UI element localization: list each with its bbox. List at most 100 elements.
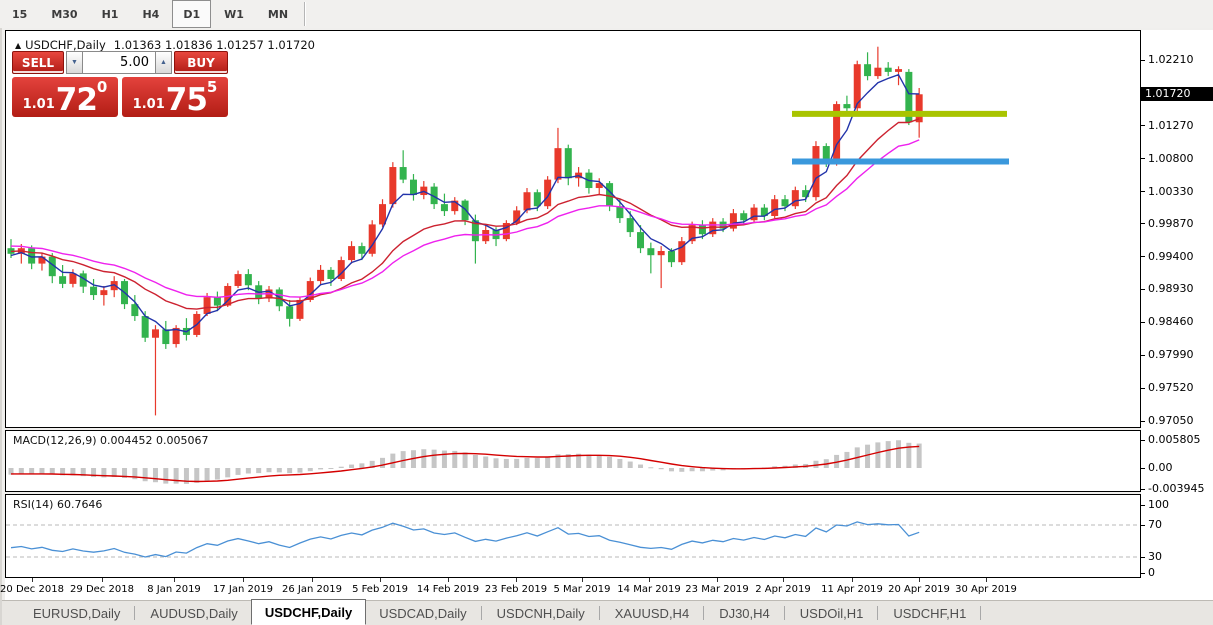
rsi-tickmark (1141, 524, 1145, 526)
tab-usdoil-h1[interactable]: USDOil,H1 (787, 601, 877, 625)
macd-histogram-bar (503, 458, 509, 468)
candle-body (554, 148, 562, 180)
timeframe-button-d1[interactable]: D1 (172, 0, 212, 28)
candle-body (771, 199, 779, 217)
candle-body (688, 225, 696, 242)
rsi-tick-label: 30 (1148, 550, 1162, 563)
timeframe-button-mn[interactable]: MN (257, 0, 299, 28)
candle-body (358, 246, 366, 254)
macd-histogram-bar (524, 457, 530, 468)
macd-histogram-bar (421, 449, 427, 468)
toolbar-separator (304, 2, 306, 26)
tab-xauusd-h4[interactable]: XAUUSD,H4 (602, 601, 702, 625)
macd-histogram-bar (245, 468, 251, 474)
candle-body (213, 297, 221, 306)
candle-body (348, 246, 356, 261)
tab-separator (783, 606, 786, 620)
sell-price-panel[interactable]: 1.01 72 0 (12, 77, 118, 117)
tab-usdchf-h1[interactable]: USDCHF,H1 (880, 601, 979, 625)
macd-histogram-bar (545, 456, 551, 468)
price-axis[interactable]: 1.02210 1.01270 1.00800 1.00330 0.99870 0.994… (1140, 30, 1213, 600)
macd-histogram-bar (565, 454, 571, 468)
chart-symbol-label: USDCHF,Daily (25, 38, 106, 52)
price-tickmark (1141, 59, 1145, 61)
candle-body (905, 71, 913, 123)
date-axis[interactable]: 20 Dec 2018 29 Dec 2018 8 Jan 2019 17 Jan 2… (0, 578, 1141, 600)
candle-body (430, 186, 438, 205)
buy-button[interactable]: BUY (174, 51, 228, 74)
date-tickmark (783, 578, 784, 582)
macd-histogram-bar (60, 468, 66, 476)
macd-chart[interactable] (6, 431, 1140, 491)
candle-body (461, 200, 469, 221)
macd-histogram-bar (906, 442, 912, 468)
rsi-tick-label: 70 (1148, 518, 1162, 531)
date-tick-label: 11 Apr 2019 (821, 584, 883, 595)
candle-body (296, 299, 304, 319)
volume-input[interactable] (83, 51, 155, 74)
candle-body (637, 232, 645, 249)
macd-histogram-bar (297, 468, 303, 473)
candle-body (513, 210, 521, 224)
macd-signal-line (11, 445, 920, 483)
macd-histogram-bar (328, 468, 334, 469)
candle-body (874, 67, 882, 77)
tab-usdchf-daily[interactable]: USDCHF,Daily (250, 599, 367, 625)
date-tick-label: 14 Mar 2019 (617, 584, 681, 595)
macd-histogram-bar (307, 468, 313, 472)
price-tickmark (1141, 321, 1145, 323)
candle-body (740, 213, 748, 221)
candle-body (69, 273, 77, 284)
candle-body (38, 256, 46, 264)
macd-histogram-bar (18, 468, 24, 474)
candle-body (647, 248, 655, 256)
timeframe-button-m30[interactable]: M30 (40, 0, 88, 28)
date-tick-label: 20 Apr 2019 (888, 584, 950, 595)
macd-histogram-bar (617, 458, 623, 468)
buy-price-panel[interactable]: 1.01 75 5 (122, 77, 228, 117)
macd-histogram-bar (865, 444, 871, 468)
timeframe-button-15[interactable]: 15 (1, 0, 38, 28)
volume-increase-button[interactable]: ▲ (155, 51, 172, 74)
macd-histogram-bar (142, 468, 148, 482)
macd-histogram-bar (472, 454, 478, 468)
price-tick-label: 0.99400 (1148, 249, 1194, 263)
candle-body (327, 269, 335, 279)
date-tickmark (312, 578, 313, 582)
macd-histogram-bar (916, 443, 922, 468)
tab-usdcad-daily[interactable]: USDCAD,Daily (366, 601, 479, 625)
tab-eurusd-daily[interactable]: EURUSD,Daily (20, 601, 133, 625)
price-tick-label: 0.99870 (1148, 216, 1194, 230)
sell-button[interactable]: SELL (12, 51, 64, 74)
tab-dj30-h4[interactable]: DJ30,H4 (706, 601, 783, 625)
date-tickmark (102, 578, 103, 582)
timeframe-button-w1[interactable]: W1 (213, 0, 255, 28)
macd-histogram-bar (679, 468, 685, 472)
date-tick-label: 26 Jan 2019 (282, 584, 342, 595)
price-tickmark (1141, 256, 1145, 258)
price-tick-label: 0.97050 (1148, 414, 1194, 427)
slow-ma (10, 139, 920, 299)
tab-usdcnh-daily[interactable]: USDCNH,Daily (484, 601, 598, 625)
candle-body (533, 192, 541, 207)
trade-controls-row: SELL ▼ ▲ BUY (12, 51, 228, 74)
candle-body (523, 192, 531, 211)
date-tick-label: 23 Mar 2019 (685, 584, 749, 595)
tab-separator (980, 606, 982, 620)
rsi-line (10, 521, 920, 558)
macd-histogram-bar (493, 458, 499, 468)
chart-collapse-icon[interactable]: ▲ (15, 41, 22, 50)
timeframe-button-h1[interactable]: H1 (91, 0, 130, 28)
candle-body (843, 104, 851, 109)
date-tick-label: 2 Apr 2019 (755, 584, 811, 595)
macd-histogram-bar (183, 468, 189, 484)
tab-audusd-daily[interactable]: AUDUSD,Daily (137, 601, 250, 625)
price-tick-label: 1.00330 (1148, 184, 1194, 198)
macd-histogram-bar (896, 440, 902, 468)
rsi-chart[interactable] (6, 495, 1140, 577)
candle-body (657, 250, 665, 256)
timeframe-button-h4[interactable]: H4 (131, 0, 170, 28)
volume-decrease-button[interactable]: ▼ (66, 51, 83, 74)
date-tick-label: 23 Feb 2019 (484, 584, 548, 595)
